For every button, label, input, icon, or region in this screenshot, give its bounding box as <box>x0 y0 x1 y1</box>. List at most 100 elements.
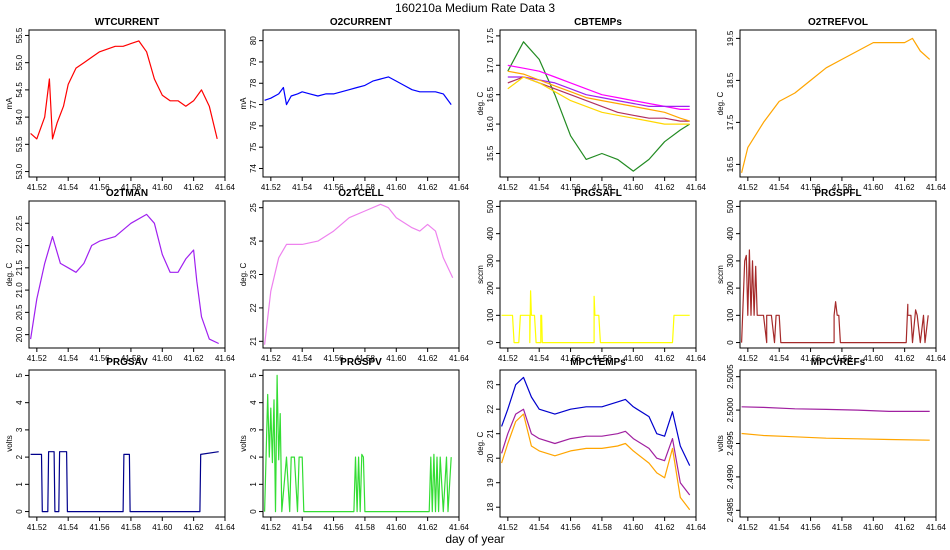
y-tick-label: 22 <box>486 404 495 413</box>
y-tick-label: 17.5 <box>726 114 735 130</box>
x-tick-label: 41.60 <box>386 354 407 363</box>
x-tick-label: 41.56 <box>90 523 111 532</box>
y-tick-label: 100 <box>486 308 495 322</box>
y-tick-label: 18.5 <box>726 72 735 88</box>
y-tick-label: 17.5 <box>486 28 495 44</box>
x-tick-label: 41.52 <box>498 183 519 192</box>
x-tick-label: 41.64 <box>215 523 236 532</box>
series-line-o2current <box>264 76 452 106</box>
y-axis-label: volts <box>5 435 14 451</box>
series-group <box>741 37 931 173</box>
y-tick-label: 79 <box>249 57 258 66</box>
y-tick-label: 400 <box>486 226 495 240</box>
x-tick-label: 41.58 <box>355 183 376 192</box>
series-line-t5 <box>507 76 690 125</box>
x-tick-label: 41.54 <box>292 354 313 363</box>
x-tick-label: 41.54 <box>58 183 79 192</box>
y-tick-label: 0 <box>15 509 24 514</box>
y-tick-label: 21.5 <box>15 259 24 275</box>
figure-title: 160210a Medium Rate Data 3 <box>395 1 555 15</box>
series-group <box>501 376 691 511</box>
plot-frame <box>499 369 697 518</box>
y-tick-label: 2.4985 <box>726 498 735 523</box>
series-line-prgspv <box>264 374 452 513</box>
plot-frame <box>28 369 226 518</box>
x-tick-label: 41.56 <box>561 183 582 192</box>
y-tick-label: 5 <box>249 373 258 378</box>
x-tick-label: 41.64 <box>686 354 707 363</box>
y-tick-label: 2.4990 <box>726 464 735 489</box>
x-tick-label: 41.58 <box>355 523 376 532</box>
y-tick-label: 55.0 <box>15 54 24 70</box>
y-tick-label: 5 <box>15 373 24 378</box>
y-tick-label: 500 <box>726 199 735 213</box>
plot-frame <box>499 200 697 349</box>
y-tick-label: 15.5 <box>486 145 495 161</box>
y-tick-label: 53.5 <box>15 136 24 152</box>
plot-frame <box>739 200 937 349</box>
y-tick-label: 19 <box>486 478 495 487</box>
x-tick-label: 41.52 <box>261 183 282 192</box>
series-group <box>264 203 454 345</box>
x-tick-label: 41.54 <box>529 354 550 363</box>
y-tick-label: 200 <box>486 281 495 295</box>
y-axis-label: deg. C <box>716 91 725 115</box>
plot-frame <box>739 29 937 178</box>
x-tick-label: 41.64 <box>926 523 947 532</box>
x-tick-label: 41.58 <box>592 354 613 363</box>
panel-title: MPCVREFs <box>811 357 866 368</box>
y-axis-label: deg. C <box>239 262 248 286</box>
y-tick-label: 1 <box>249 482 258 487</box>
panel-title: PRGSAV <box>106 357 148 368</box>
series-line-o2trefvol <box>741 37 931 173</box>
y-tick-label: 4 <box>15 400 24 405</box>
series-line-o2tcell <box>264 203 454 345</box>
x-tick-label: 41.52 <box>27 354 48 363</box>
x-tick-label: 41.62 <box>895 523 916 532</box>
x-tick-label: 41.58 <box>121 183 142 192</box>
panel-wtcurrent: WTCURRENT 41.52 41.54 41.56 41.58 41.60 41.62 4… <box>5 17 236 192</box>
x-tick-label: 41.62 <box>895 183 916 192</box>
x-tick-label: 41.60 <box>152 183 173 192</box>
y-tick-label: 20 <box>486 453 495 462</box>
series-line-o2tman <box>30 213 219 345</box>
x-tick-label: 41.60 <box>623 523 644 532</box>
x-tick-label: 41.64 <box>449 183 470 192</box>
x-tick-label: 41.62 <box>184 354 205 363</box>
x-tick-label: 41.60 <box>863 354 884 363</box>
x-tick-label: 41.62 <box>418 183 439 192</box>
x-tick-label: 41.54 <box>58 354 79 363</box>
y-tick-label: 100 <box>726 308 735 322</box>
x-tick-label: 41.62 <box>418 354 439 363</box>
y-tick-label: 22.0 <box>15 237 24 253</box>
panel-title: PRGSPFL <box>814 188 861 199</box>
x-tick-label: 41.64 <box>926 354 947 363</box>
panel-prgsav: PRGSAV 41.52 41.54 41.56 41.58 41.60 41.62 41.6… <box>5 357 236 532</box>
series-line-mpc2 <box>501 408 691 496</box>
x-tick-label: 41.64 <box>449 354 470 363</box>
y-tick-label: 16.5 <box>486 86 495 102</box>
plot-frame <box>262 200 460 349</box>
x-tick-label: 41.52 <box>261 523 282 532</box>
y-tick-label: 22 <box>249 303 258 312</box>
y-axis-label: volts <box>239 435 248 451</box>
x-tick-label: 41.58 <box>355 354 376 363</box>
y-tick-label: 16.0 <box>486 116 495 132</box>
y-tick-label: 2.5000 <box>726 397 735 422</box>
y-tick-label: 0 <box>726 340 735 345</box>
x-tick-label: 41.54 <box>769 183 790 192</box>
series-line-vref2 <box>741 432 930 441</box>
x-tick-label: 41.64 <box>215 183 236 192</box>
x-tick-label: 41.56 <box>90 183 111 192</box>
x-tick-label: 41.58 <box>832 183 853 192</box>
panel-o2tcell: O2TCELL 41.52 41.54 41.56 41.58 41.60 41.62 41.… <box>239 188 470 363</box>
x-tick-label: 41.62 <box>655 523 676 532</box>
y-tick-label: 78 <box>249 78 258 87</box>
y-tick-label: 54.5 <box>15 82 24 98</box>
x-tick-label: 41.56 <box>561 523 582 532</box>
x-tick-label: 41.64 <box>686 183 707 192</box>
x-tick-label: 41.56 <box>801 354 822 363</box>
x-tick-label: 41.58 <box>832 523 853 532</box>
x-tick-label: 41.58 <box>121 523 142 532</box>
series-group <box>30 40 218 140</box>
